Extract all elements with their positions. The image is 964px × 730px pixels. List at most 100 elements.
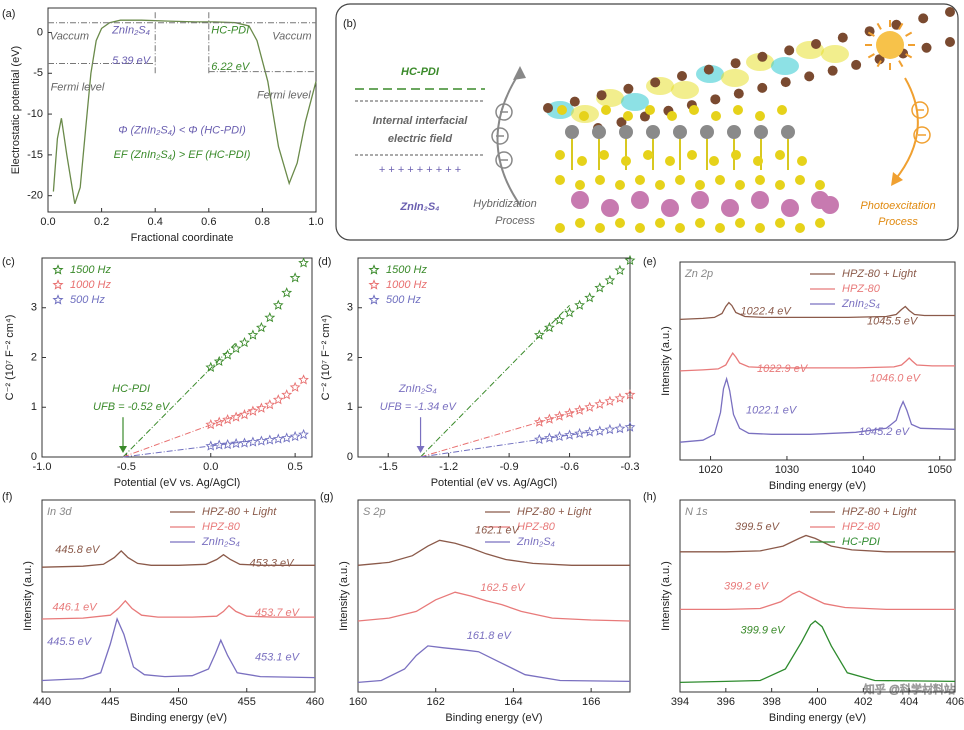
atom — [815, 218, 825, 228]
data-point — [213, 416, 225, 427]
plot-frame — [679, 261, 956, 461]
legend-label: 1000 Hz — [386, 279, 427, 291]
data-point — [272, 394, 284, 405]
atom — [555, 150, 565, 160]
sun-ray — [867, 53, 875, 59]
y-tick-label: 1 — [347, 401, 353, 413]
atom — [615, 180, 625, 190]
x-tick-label: 440 — [33, 696, 51, 708]
atom — [675, 223, 685, 233]
sun-ray — [898, 22, 904, 30]
x-axis-label: Binding energy (eV) — [769, 480, 866, 492]
data-point — [205, 419, 217, 430]
process-arrow — [496, 71, 521, 206]
atom — [837, 32, 848, 43]
reference-line — [122, 440, 253, 458]
annotation: Fermi level — [51, 81, 105, 93]
electron — [495, 103, 513, 121]
data-point — [533, 329, 545, 340]
annotation: 399.9 eV — [740, 624, 786, 636]
y-tick-label: -5 — [33, 67, 43, 79]
annotation: Vaccum — [272, 30, 311, 42]
data-point — [534, 416, 545, 427]
electron — [495, 151, 513, 169]
legend-label: 1000 Hz — [70, 279, 111, 291]
atom — [619, 125, 633, 139]
x-axis-label: Fractional coordinate — [131, 232, 234, 244]
atom — [775, 180, 785, 190]
data-line — [41, 549, 315, 568]
field-label: Internal interfacial — [373, 115, 469, 127]
annotation: 399.2 eV — [724, 580, 770, 592]
atom — [781, 199, 799, 217]
field-label: electric field — [388, 133, 452, 145]
legend-label: HPZ-80 — [842, 521, 881, 533]
atom — [677, 71, 687, 81]
atom — [709, 156, 719, 166]
plot-frame — [679, 499, 956, 693]
data-point — [574, 404, 585, 415]
legend-marker — [368, 294, 380, 305]
data-line — [41, 617, 316, 682]
data-point — [624, 389, 636, 400]
legend-label: 500 Hz — [70, 294, 105, 306]
atom — [777, 105, 787, 115]
y-tick-label: 0 — [347, 451, 353, 463]
data-point — [256, 435, 267, 446]
atom — [804, 71, 815, 82]
x-axis-label: Binding energy (eV) — [130, 712, 227, 724]
legend-label: 500 Hz — [386, 294, 421, 306]
atom — [755, 223, 765, 233]
x-tick-label: 402 — [854, 696, 872, 708]
panel-title: N 1s — [685, 506, 708, 518]
annotation: 1022.1 eV — [746, 404, 798, 416]
x-tick-label: 162 — [427, 696, 445, 708]
x-tick-label: -0.3 — [621, 461, 640, 473]
atom — [646, 125, 660, 139]
data-point — [594, 425, 606, 436]
data-point — [584, 401, 596, 412]
data-point — [281, 389, 293, 400]
atom — [730, 58, 741, 69]
data-point — [264, 434, 276, 445]
x-tick-label: 445 — [101, 696, 119, 708]
legend-label: 1500 Hz — [70, 264, 111, 276]
electron — [911, 101, 929, 119]
data-point — [298, 428, 309, 440]
x-tick-label: -0.6 — [560, 461, 579, 473]
y-axis-label: Intensity (a.u.) — [22, 561, 34, 631]
data-point — [289, 430, 301, 442]
atom — [733, 88, 744, 99]
x-tick-label: 398 — [762, 696, 780, 708]
atom — [775, 150, 785, 160]
x-tick-label: 0.8 — [255, 216, 270, 228]
annotation: 1022.9 eV — [757, 363, 809, 375]
data-line — [357, 539, 630, 566]
legend-marker — [52, 279, 64, 290]
orbital-blob — [646, 77, 674, 95]
annotation: ZnIn₂S₄ — [398, 383, 437, 395]
y-tick-label: 2 — [31, 351, 37, 363]
atom — [781, 125, 795, 139]
atom — [811, 39, 821, 49]
annotation: 162.1 eV — [475, 525, 521, 537]
data-point — [298, 257, 309, 268]
sun-ray — [876, 60, 882, 68]
data-point — [289, 272, 301, 283]
data-point — [264, 312, 276, 323]
panel-label: (c) — [2, 256, 15, 268]
legend-marker — [52, 294, 64, 305]
atom — [755, 175, 765, 185]
reference-line — [122, 405, 262, 458]
atom — [851, 59, 862, 70]
charges: + + + + + + + + + — [379, 164, 461, 176]
panel-label: (d) — [318, 256, 331, 268]
annotation: 445.5 eV — [47, 636, 93, 648]
data-point — [205, 440, 217, 451]
data-point — [584, 292, 596, 303]
panel-title: S 2p — [363, 506, 386, 518]
y-tick-label: 2 — [347, 351, 353, 363]
annotation: 446.1 eV — [53, 601, 99, 613]
atom — [543, 103, 553, 113]
annotation: Φ (ZnIn₂S₄) < Φ (HC-PDI) — [118, 124, 246, 136]
